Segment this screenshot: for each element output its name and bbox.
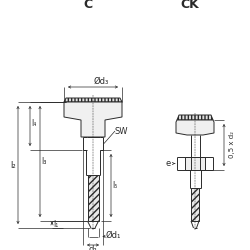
Text: l₁: l₁ [54,220,59,229]
Polygon shape [177,115,213,120]
Polygon shape [64,98,122,102]
Text: l₄: l₄ [32,118,36,128]
Text: l₅: l₅ [112,181,118,190]
Bar [191,188,199,221]
Text: CK: CK [180,0,200,12]
Bar [185,157,205,170]
Text: SW: SW [114,128,128,136]
Text: 0,5 x d₂: 0,5 x d₂ [229,132,235,158]
Polygon shape [64,102,122,137]
Text: Ød₁: Ød₁ [105,230,121,239]
Text: d₂: d₂ [89,246,97,250]
Text: C: C [84,0,92,12]
Text: Ød₃: Ød₃ [94,76,108,86]
Text: l₃: l₃ [41,157,47,166]
Bar [88,175,99,221]
Polygon shape [176,120,214,135]
Text: l₂: l₂ [10,160,16,170]
Text: e: e [166,159,170,168]
